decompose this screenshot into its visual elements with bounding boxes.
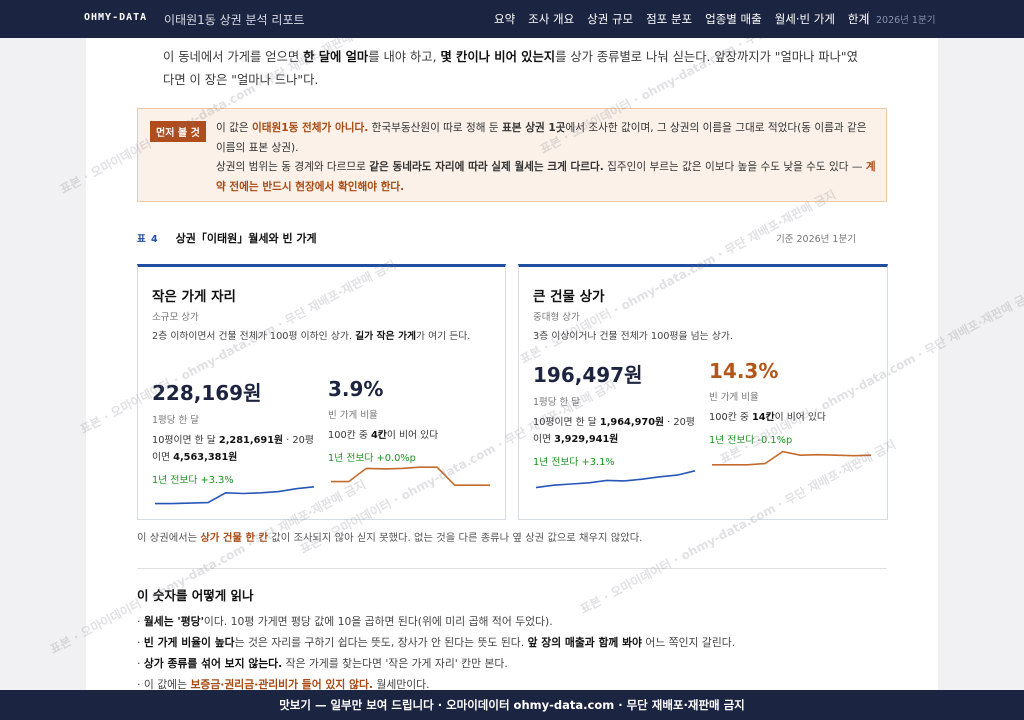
intro-paragraph: 이 동네에서 가게를 얻으면 한 달에 얼마를 내야 하고, 몇 칸이나 비어 …: [163, 50, 858, 87]
caution-box: 먼저 볼 것 이 값은 이태원1동 전체가 아니다. 한국부동산원이 따로 정해…: [137, 108, 887, 202]
rent-caption: 1평당 한 달: [533, 397, 581, 408]
preview-banner: 맛보기 — 일부만 보여 드립니다 · 오마이데이터 ohmy-data.com…: [0, 690, 1024, 720]
table-title: 상권「이태원」월세와 빈 가게: [175, 232, 317, 245]
rent-value: 196,497원: [533, 363, 643, 387]
nav-item-summary[interactable]: 요약: [494, 12, 516, 26]
vac-trend-line: [712, 450, 872, 466]
vacancy-detail: 100칸 중 14칸이 비어 있다: [709, 412, 826, 423]
card-description: 2층 이하이면서 건물 전체가 100평 이하인 상가. 길가 작은 가게가 여…: [152, 331, 471, 342]
nav-item-store-distribution[interactable]: 점포 분포: [646, 12, 693, 26]
rent-detail: 10평이면 한 달 1,964,970원 · 20평이면 3,929,941원: [533, 417, 695, 445]
list-item: · 빈 가게 비율이 높다는 것은 자리를 구하기 쉽다는 뜻도, 장사가 안 …: [137, 636, 736, 649]
table-caption: 표 4 상권「이태원」월세와 빈 가게: [137, 230, 317, 246]
rent-sparkline: [535, 470, 696, 489]
rent-delta: 1년 전보다 +3.1%: [533, 457, 615, 468]
vacancy-value: 3.9%: [328, 377, 384, 401]
caution-tag: 먼저 볼 것: [150, 121, 206, 142]
card-subtitle: 중대형 상가: [533, 312, 580, 323]
howto-list: · 월세는 '평당'이다. 10평 가게면 평당 값에 10을 곱하면 된다(위…: [137, 611, 897, 690]
nav-date-label: 2026년 1분기: [876, 15, 936, 26]
list-item: · 월세는 '평당'이다. 10평 가게면 평당 값에 10을 곱하면 된다(위…: [137, 615, 553, 628]
vacancy-sparkline: [712, 450, 872, 466]
nav-item-market-size[interactable]: 상권 규모: [587, 12, 634, 26]
nav-item-sales-by-industry[interactable]: 업종별 매출: [705, 12, 762, 26]
vacancy-stat: 3.9% 빈 가게 비율 100칸 중 4칸이 비어 있다 1년 전보다 +0.…: [328, 377, 498, 464]
top-navigation-bar: OHMY-DATA 이태원1동 상권 분석 리포트 요약 조사 개요 상권 규모…: [0, 0, 1024, 38]
card-description: 3층 이상이거나 건물 전체가 100평을 넘는 상가.: [533, 331, 733, 342]
table-footnote: 이 상권에서는 상가 건물 한 칸 값이 조사되지 않아 싣지 못했다. 없는 …: [137, 532, 643, 544]
brand-logo[interactable]: OHMY-DATA: [84, 12, 148, 23]
nav-item-rent-vacancy[interactable]: 월세·빈 가게: [774, 12, 835, 26]
vacancy-caption: 빈 가게 비율: [328, 410, 378, 421]
rent-trend-line: [155, 486, 315, 505]
report-title: 이태원1동 상권 분석 리포트: [164, 13, 305, 27]
list-item: · 이 값에는 보증금·권리금·관리비가 들어 있지 않다. 월세만이다.: [137, 678, 430, 690]
nav-divider: [868, 11, 869, 25]
rent-sparkline: [155, 486, 315, 505]
vacancy-delta: 1년 전보다 -0.1%p: [709, 435, 793, 446]
list-item: · 상가 종류를 섞어 보지 않는다. 작은 가게를 찾는다면 '작은 가게 자…: [137, 657, 508, 670]
rent-value: 228,169원: [152, 381, 262, 405]
rent-caption: 1평당 한 달: [152, 415, 200, 426]
vac-trend-line: [331, 466, 490, 487]
large-building-card: 큰 건물 상가 중대형 상가 3층 이상이거나 건물 전체가 100평을 넘는 …: [518, 264, 888, 520]
howto-heading: 이 숫자를 어떻게 읽나: [137, 588, 254, 603]
nav-item-overview[interactable]: 조사 개요: [528, 12, 575, 26]
vacancy-delta: 1년 전보다 +0.0%p: [328, 453, 416, 464]
report-page: 이 동네에서 가게를 얻으면 한 달에 얼마를 내야 하고, 몇 칸이나 비어 …: [86, 38, 938, 690]
rent-detail: 10평이면 한 달 2,281,691원 · 20평이면 4,563,381원: [152, 435, 314, 463]
rent-delta: 1년 전보다 +3.3%: [152, 475, 234, 486]
card-subtitle: 소규모 상가: [152, 312, 199, 323]
table-number: 표 4: [137, 234, 159, 245]
nav-item-limits[interactable]: 한계: [847, 12, 870, 26]
rent-trend-line: [535, 470, 696, 489]
section-divider: [137, 568, 887, 569]
section-nav: 요약 조사 개요 상권 규모 점포 분포 업종별 매출 월세·빈 가게 한계: [494, 11, 882, 27]
table-base-date: 기준 2026년 1분기: [776, 234, 856, 245]
vacancy-value: 14.3%: [709, 359, 779, 383]
vacancy-stat: 14.3% 빈 가게 비율 100칸 중 14칸이 비어 있다 1년 전보다 -…: [709, 359, 879, 446]
vacancy-sparkline: [331, 466, 490, 487]
rent-stat: 228,169원 1평당 한 달 10평이면 한 달 2,281,691원 · …: [152, 377, 322, 486]
vacancy-caption: 빈 가게 비율: [709, 392, 759, 403]
card-title: 큰 건물 상가: [533, 289, 605, 305]
rent-stat: 196,497원 1평당 한 달 10평이면 한 달 1,964,970원 · …: [533, 359, 703, 468]
card-title: 작은 가게 자리: [152, 289, 236, 305]
vacancy-detail: 100칸 중 4칸이 비어 있다: [328, 430, 439, 441]
caution-text: 이 값은 이태원1동 전체가 아니다. 한국부동산원이 따로 정해 둔 표본 상…: [216, 122, 876, 193]
small-shop-card: 작은 가게 자리 소규모 상가 2층 이하이면서 건물 전체가 100평 이하인…: [137, 264, 506, 520]
